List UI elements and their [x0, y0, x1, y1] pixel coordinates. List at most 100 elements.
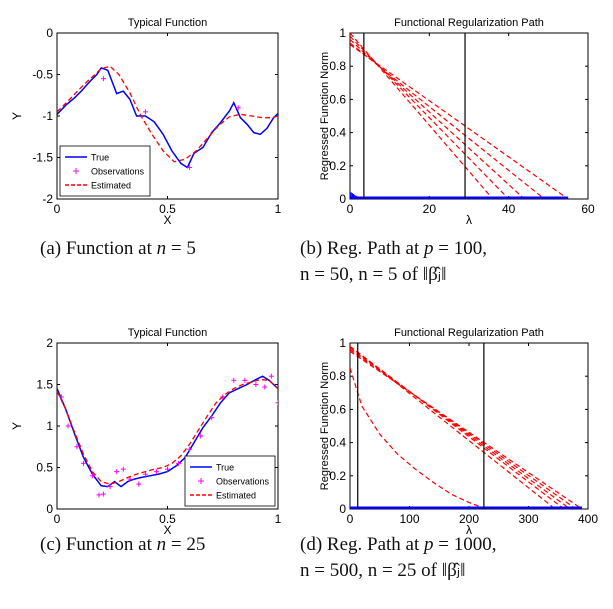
legend-c: True Observations Estimated [184, 455, 276, 507]
y-axis-label-c: Y [10, 422, 24, 430]
caption-a-prefix: (a) Function at [40, 238, 157, 259]
panel-d-chart: 0 100 200 300 400 0 0.2 0.4 0.6 0.8 1 Functional Re… [319, 327, 598, 537]
observation-point-c [114, 469, 120, 475]
y-tick-label-a: -1 [42, 109, 53, 123]
y-tick-label-a: -0.5 [32, 68, 53, 82]
legend-a: True Observations Estimated [59, 145, 151, 197]
red-path-b [350, 39, 525, 199]
observation-point-c [136, 481, 142, 487]
observation-point-a [100, 76, 106, 82]
red-path-b [350, 42, 545, 199]
legend-label-a: Observations [91, 167, 145, 177]
y-tick-label-d: 0.6 [329, 402, 346, 416]
y-tick-label-c: 0.5 [36, 461, 53, 475]
observation-point-c [187, 446, 193, 452]
y-tick-label-c: 2 [46, 336, 53, 350]
red-path-d [350, 349, 577, 509]
estimated-line-a [57, 65, 278, 163]
observation-point-c [262, 384, 268, 390]
observation-point-c [65, 423, 71, 429]
observation-point-a [142, 109, 148, 115]
caption-c-prefix: (c) Function at [40, 534, 157, 555]
y-tick-label-a: -1.5 [32, 151, 53, 165]
observation-point-c [176, 460, 182, 466]
caption-d-prefix: (d) Reg. Path at [300, 534, 425, 555]
y-tick-label-d: 0.8 [329, 369, 346, 383]
caption-d-line2: n = 500, n = 25 of ‖β̂ⱼ‖ [300, 559, 466, 581]
y-tick-label-b: 0.6 [329, 92, 346, 106]
y-axis-label-a: Y [10, 112, 24, 120]
x-axis-label-c: X [163, 523, 171, 537]
y-tick-label-b: 0.2 [329, 159, 346, 173]
caption-b-prefix: (b) Reg. Path at [300, 238, 425, 259]
x-tick-label-d: 200 [459, 512, 479, 526]
plot-frame-d [349, 342, 589, 510]
caption-d-suffix: = 1000, [433, 534, 497, 555]
observation-point-c [81, 460, 87, 466]
x-tick-label-d: 300 [518, 512, 538, 526]
red-path-d [350, 350, 583, 509]
observation-point-c [127, 476, 133, 482]
y-tick-label-d: 0 [339, 502, 346, 516]
observation-point-a [235, 105, 241, 111]
y-tick-label-d: 0.4 [329, 436, 346, 450]
y-tick-label-b: 0.8 [329, 59, 346, 73]
observation-point-c [253, 382, 259, 387]
x-axis-label-b: λ [466, 213, 472, 227]
y-tick-label-c: 0 [46, 502, 53, 516]
caption-c-suffix: = 25 [166, 534, 206, 555]
x-tick-label-d: 400 [578, 512, 598, 526]
legend-label-c: Observations [216, 477, 270, 487]
observation-point-c [120, 466, 126, 472]
chart-title-c: Typical Function [128, 327, 207, 339]
panel-c-chart: 0 0.5 1 0 0.5 1 1.5 2 Typical Function X Y True Obse… [10, 327, 282, 537]
observation-point-c [275, 400, 278, 406]
y-axis-label-b: Regressed Function Norm [319, 52, 331, 180]
x-axis-label-a: X [163, 213, 171, 227]
red-path-d [350, 347, 571, 509]
observation-point-c [107, 484, 113, 490]
estimated-line-c [57, 378, 278, 485]
observation-point-c [231, 377, 237, 383]
plot-area-d [350, 343, 583, 509]
caption-c: (c) Function at n = 25 [40, 532, 205, 558]
caption-b-suffix: = 100, [433, 238, 487, 259]
x-tick-label-b: 0 [347, 202, 354, 216]
red-path-b [350, 35, 510, 199]
observation-point-c [100, 491, 106, 497]
chart-title-b: Functional Regularization Path [394, 17, 544, 29]
x-tick-label-a: 0 [54, 202, 61, 216]
observation-point-c [198, 433, 204, 439]
observation-point-a [187, 164, 193, 170]
y-tick-label-b: 0.4 [329, 126, 346, 140]
caption-b: (b) Reg. Path at p = 100, n = 50, n = 5 … [300, 236, 612, 287]
observation-point-c [209, 415, 215, 421]
y-tick-label-b: 0 [339, 192, 346, 206]
caption-a-suffix: = 5 [166, 238, 196, 259]
x-tick-label-b: 20 [423, 202, 437, 216]
legend-label-a: Estimated [91, 181, 131, 191]
x-tick-label-c: 1 [275, 512, 282, 526]
y-tick-label-d: 1 [339, 336, 346, 350]
observation-point-c [142, 471, 148, 477]
x-tick-label-a: 1 [275, 202, 282, 216]
chart-title-a: Typical Function [128, 17, 207, 29]
x-tick-label-c: 0 [54, 512, 61, 526]
caption-c-var: n [156, 534, 167, 555]
caption-a: (a) Function at n = 5 [40, 236, 196, 262]
observation-point-c [153, 469, 159, 475]
y-axis-label-d: Regressed Function Norm [319, 362, 331, 490]
true-line-a [57, 66, 278, 169]
observation-point-c [74, 444, 80, 450]
y-tick-label-c: 1 [46, 419, 53, 433]
y-tick-label-a: 0 [46, 26, 53, 40]
legend-label-a: True [91, 153, 109, 163]
x-tick-label-d: 100 [399, 512, 419, 526]
y-tick-label-c: 1.5 [36, 378, 53, 392]
legend-label-c: True [216, 463, 234, 473]
observation-point-c [96, 492, 102, 498]
panel-a-chart: 0 0.5 1 0 -0.5 -1 -1.5 -2 Typical Function X Y True… [10, 17, 282, 227]
caption-a-var: n [156, 238, 167, 259]
plot-area-c [57, 373, 278, 498]
